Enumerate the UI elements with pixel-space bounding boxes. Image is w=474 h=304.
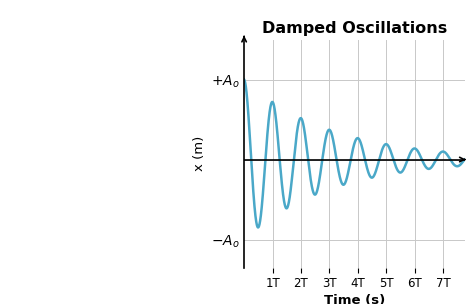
Title: Damped Oscillations: Damped Oscillations: [262, 21, 447, 36]
X-axis label: Time (s): Time (s): [324, 294, 385, 304]
Y-axis label: x (m): x (m): [193, 136, 207, 171]
